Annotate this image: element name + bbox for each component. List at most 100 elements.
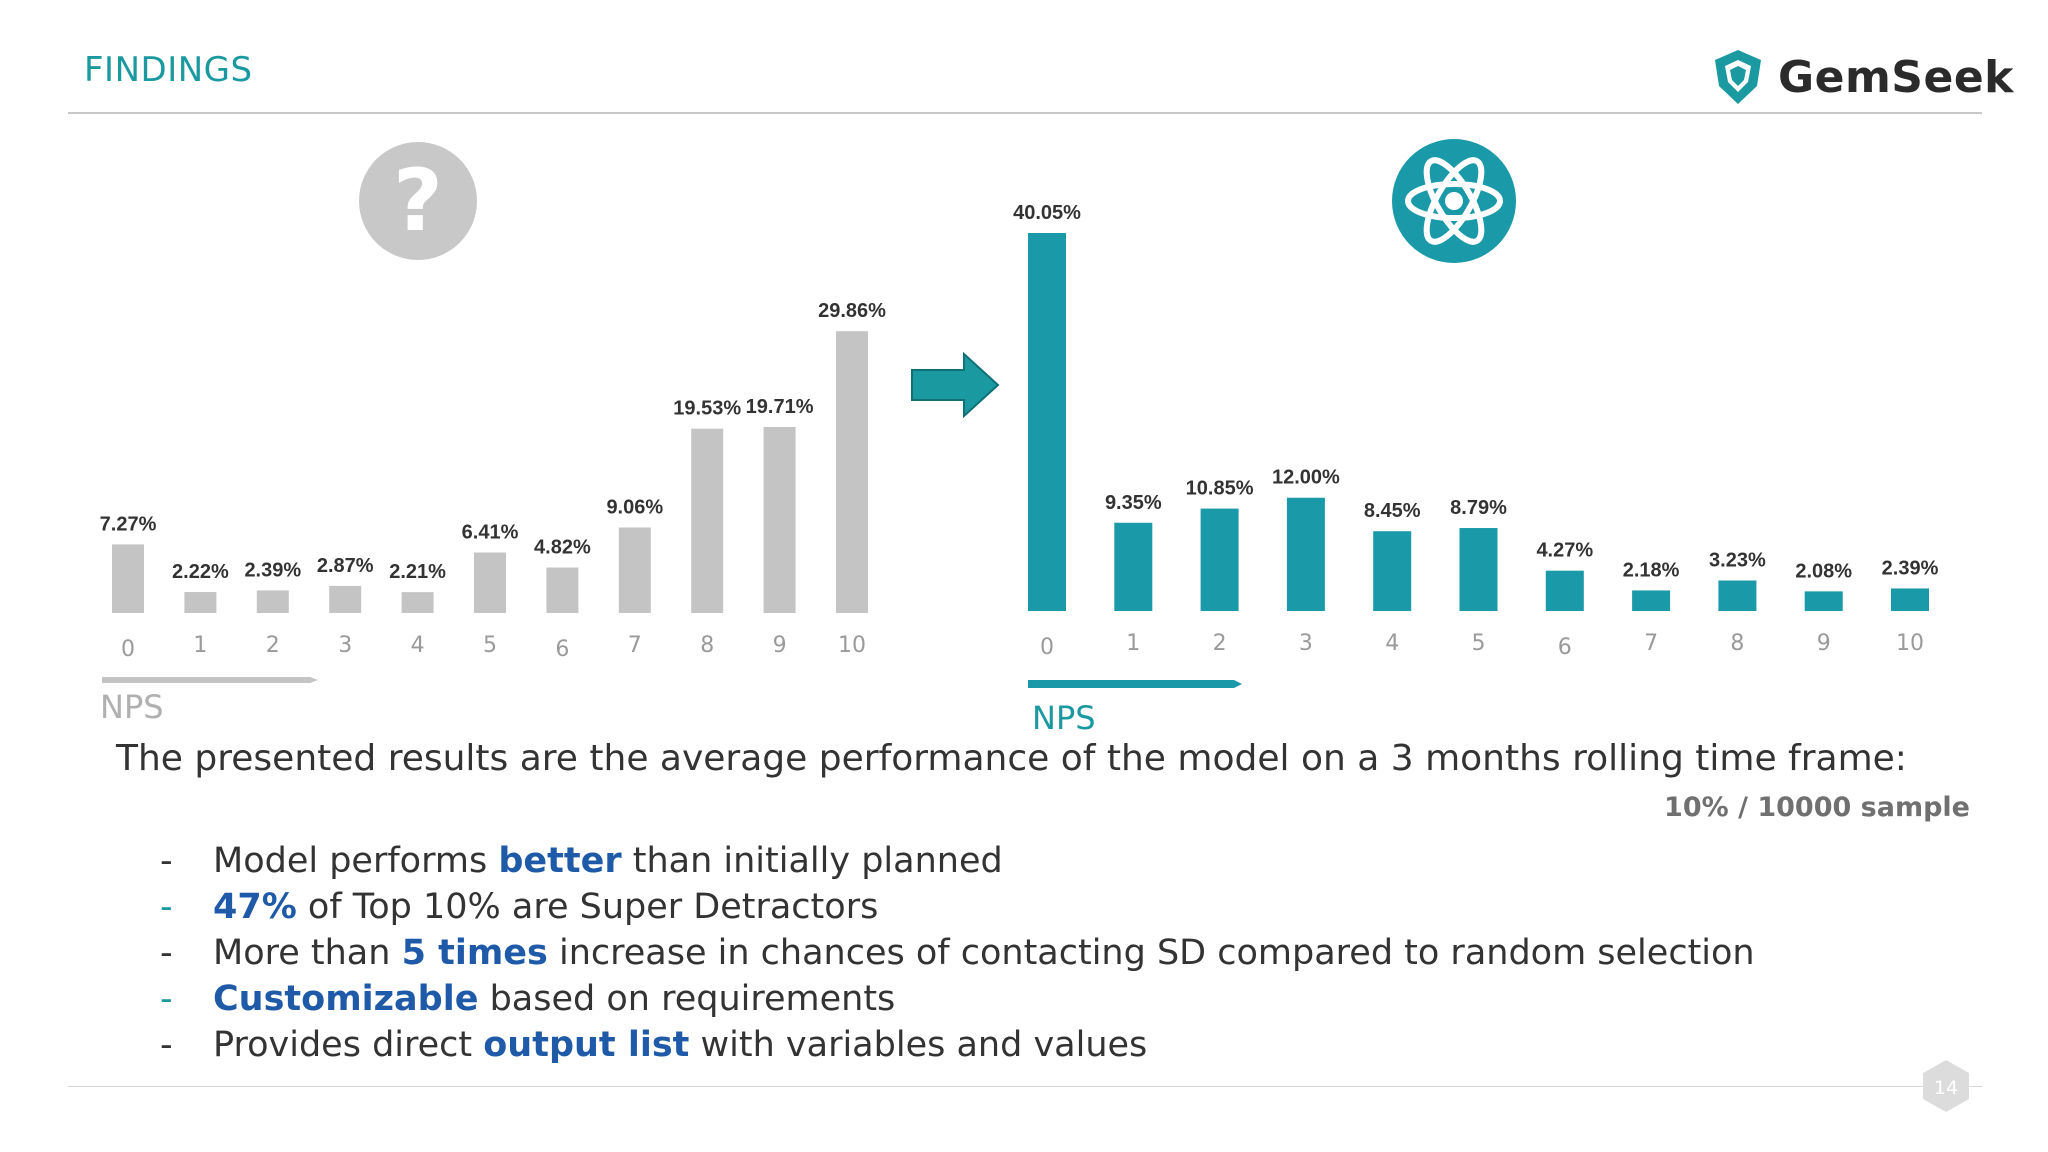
bar-before-8 [691, 428, 724, 613]
data-label: 29.86% [818, 300, 886, 322]
bar-after-10 [1891, 588, 1929, 611]
tick-label: 3 [338, 633, 352, 658]
data-label: 2.08% [1795, 560, 1852, 582]
bar-after-1 [1114, 522, 1153, 611]
list-item: - Model performs better than initially pl… [160, 838, 1755, 884]
bullet-highlight: 5 times [401, 933, 548, 973]
tick-label: 7 [1644, 631, 1658, 656]
bar-after-7 [1632, 590, 1671, 611]
bullet-text: based on requirements [478, 979, 896, 1019]
bar-after-6 [1545, 570, 1584, 611]
bullet-dash: - [160, 1025, 173, 1065]
bullet-text: Provides direct [213, 1025, 484, 1065]
results-caption: The presented results are the average pe… [116, 738, 1907, 779]
bullet-dash: - [160, 887, 173, 927]
data-label: 40.05% [1013, 202, 1081, 224]
page-title: FINDINGS [84, 50, 253, 90]
tick-label: 7 [628, 633, 642, 658]
data-label: 19.53% [673, 398, 741, 420]
data-label: 10.85% [1186, 478, 1254, 500]
bar-before-6 [546, 567, 579, 613]
data-label: 2.39% [244, 559, 301, 581]
data-label: 2.39% [1882, 557, 1939, 579]
bullet-text: Model performs [213, 841, 499, 881]
atom-icon [1392, 139, 1516, 263]
bullet-highlight: Customizable [213, 979, 479, 1019]
tick-label: 2 [266, 633, 280, 658]
svg-text:?: ? [393, 151, 443, 251]
bar-after-5 [1459, 528, 1498, 611]
bullet-text: with variables and values [689, 1025, 1148, 1065]
bar-before-7 [618, 527, 651, 613]
bullet-highlight: better [498, 841, 622, 881]
tick-label: 10 [838, 633, 866, 658]
bar-after-3 [1286, 497, 1325, 611]
bar-after-2 [1200, 508, 1239, 611]
tick-label: 9 [773, 633, 787, 658]
data-label: 8.45% [1364, 500, 1421, 522]
data-label: 4.82% [534, 537, 591, 559]
bar-before-0 [112, 544, 144, 613]
tick-label: 6 [1558, 635, 1572, 660]
bar-before-5 [474, 552, 506, 613]
data-label: 12.00% [1272, 467, 1340, 489]
tick-label: 0 [121, 637, 135, 662]
page-number-badge: 14 [1923, 1060, 1969, 1112]
data-label: 19.71% [746, 396, 814, 418]
data-label: 2.22% [172, 561, 229, 583]
bullet-text: More than [213, 933, 402, 973]
gemseek-logo: GemSeek [1712, 44, 2014, 110]
data-label: 4.27% [1536, 540, 1593, 562]
right-arrow-icon [911, 351, 1000, 419]
list-item: - Provides direct output list with variab… [160, 1022, 1755, 1068]
bar-after-9 [1804, 591, 1843, 611]
bar-before-2 [256, 590, 289, 613]
nps-comparison-charts: ? NPS NPS 7.27% 0 2.22% 1 2.39% 2 2.87% 3 2.21% 4… [100, 139, 1939, 737]
bullet-text: increase in chances of contacting SD com… [547, 933, 1755, 973]
bullet-dash: - [160, 979, 173, 1019]
sample-note: 10% / 10000 sample [1664, 792, 1970, 823]
data-label: 2.87% [317, 555, 374, 577]
gem-shield-icon [1715, 50, 1761, 104]
tick-label: 10 [1896, 631, 1924, 656]
bullet-highlight: 47% [213, 887, 297, 927]
header-divider [68, 112, 1982, 114]
nps-axis-label-left: NPS [100, 688, 164, 726]
tick-label: 4 [411, 633, 425, 658]
tick-label: 4 [1385, 631, 1399, 656]
bar-before-9 [763, 426, 796, 613]
page-number: 14 [1934, 1077, 1958, 1099]
tick-label: 9 [1817, 631, 1831, 656]
bar-after-4 [1373, 531, 1412, 611]
tick-label: 1 [1126, 631, 1140, 656]
list-item: - More than 5 times increase in chances o… [160, 930, 1755, 976]
bullet-text: of Top 10% are Super Detractors [296, 887, 879, 927]
tick-label: 0 [1040, 635, 1054, 660]
data-label: 9.35% [1105, 492, 1162, 514]
nps-axis-sweep-right [1028, 680, 1242, 688]
nps-axis-label-right: NPS [1032, 699, 1096, 737]
bullet-text: than initially planned [621, 841, 1003, 881]
bullet-highlight: output list [483, 1025, 690, 1065]
data-label: 8.79% [1450, 497, 1507, 519]
data-label: 9.06% [606, 496, 663, 518]
list-item: - Customizable based on requirements [160, 976, 1755, 1022]
tick-label: 3 [1299, 631, 1313, 656]
bar-before-10 [836, 331, 868, 613]
nps-axis-sweep-left [102, 677, 318, 683]
list-item: -47% of Top 10% are Super Detractors [160, 884, 1755, 930]
tick-label: 8 [700, 633, 714, 658]
tick-label: 1 [193, 633, 207, 658]
bullet-dash: - [160, 841, 173, 881]
tick-label: 5 [483, 633, 497, 658]
tick-label: 6 [555, 637, 569, 662]
tick-label: 5 [1472, 631, 1486, 656]
data-label: 2.21% [389, 561, 446, 583]
data-label: 2.18% [1623, 559, 1680, 581]
tick-label: 8 [1730, 631, 1744, 656]
bar-before-3 [329, 585, 362, 613]
bullet-dash: - [160, 933, 173, 973]
logo-text: GemSeek [1778, 51, 2014, 103]
question-icon: ? [359, 142, 477, 260]
bar-before-1 [184, 592, 217, 613]
